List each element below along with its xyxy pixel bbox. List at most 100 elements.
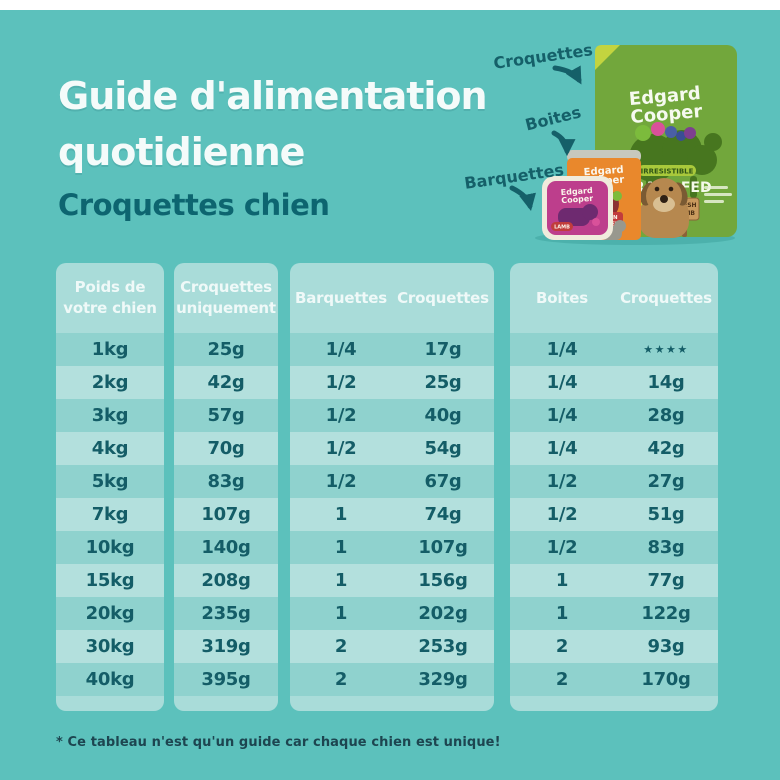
tray-group-header: Barquettes Croquettes xyxy=(290,263,494,333)
table-row: 4kg xyxy=(56,432,164,465)
kibble-only-rows: 25g 42g 57g 70g 83g 107g 140g 208g 235g 319g 395g xyxy=(174,333,278,696)
table-row: 1/4 42g xyxy=(510,432,718,465)
table-cell: 1/4 xyxy=(546,405,578,426)
table-cell: 1/2 xyxy=(325,405,357,426)
footnote: * Ce tableau n'est qu'un guide car chaqu… xyxy=(56,735,501,750)
product-illustration: Edgard Cooper IRRESISTIBLE GRASS-FED LAM… xyxy=(463,40,737,245)
table-cell: 42g xyxy=(207,372,245,393)
table-row: 20kg xyxy=(56,597,164,630)
table-cell: 1/4 xyxy=(546,339,578,360)
table-row: 70g xyxy=(174,432,278,465)
page-title-line1: Guide d'alimentation xyxy=(58,74,488,118)
table-row: 25g xyxy=(174,333,278,366)
table-row: 57g xyxy=(174,399,278,432)
table-cell: 1/4 xyxy=(546,438,578,459)
label-croquettes: Croquettes xyxy=(492,40,594,73)
table-row: 2 93g xyxy=(510,630,718,663)
table-row: 1 156g xyxy=(290,564,494,597)
table-cell: 1 xyxy=(555,603,569,624)
table-cell: 15kg xyxy=(85,570,135,591)
table-cell: 319g xyxy=(201,636,251,657)
table-cell: 2 xyxy=(334,669,348,690)
table-row: 319g xyxy=(174,630,278,663)
dog-illustration xyxy=(639,178,689,238)
table-row: 107g xyxy=(174,498,278,531)
table-cell: 4kg xyxy=(91,438,129,459)
table-cell: 1 xyxy=(555,570,569,591)
weight-column-rows: 1kg 2kg 3kg 4kg 5kg 7kg 10kg 15kg 20kg 30kg 40kg xyxy=(56,333,164,696)
table-cell: 395g xyxy=(201,669,251,690)
table-row: 140g xyxy=(174,531,278,564)
table-row: 1/4 28g xyxy=(510,399,718,432)
table-cell: 40kg xyxy=(85,669,135,690)
table-cell: 67g xyxy=(424,471,462,492)
table-cell: 28g xyxy=(647,405,685,426)
table-row: 1 107g xyxy=(290,531,494,564)
table-cell: 2 xyxy=(555,669,569,690)
table-cell: 1/2 xyxy=(325,438,357,459)
weight-column-panel: Poids de votre chien 1kg 2kg 3kg 4kg 5kg 7kg 1… xyxy=(56,263,164,711)
table-cell: 17g xyxy=(424,339,462,360)
bag-badge xyxy=(638,165,696,176)
table-row: 42g xyxy=(174,366,278,399)
tray-header-barquettes: Barquettes xyxy=(295,288,387,307)
tray-brand-line1: Edgard xyxy=(560,186,593,197)
table-cell: 57g xyxy=(207,405,245,426)
table-row: 1/2 27g xyxy=(510,465,718,498)
table-cell: 27g xyxy=(647,471,685,492)
table-cell: 1 xyxy=(334,537,348,558)
table-row: 1 74g xyxy=(290,498,494,531)
table-row: 1 122g xyxy=(510,597,718,630)
tray-flavor-label: LAMB xyxy=(554,225,570,231)
kibble-header-line1: Croquettes xyxy=(180,278,272,296)
table-cell: 2kg xyxy=(91,372,129,393)
table-cell: 170g xyxy=(641,669,691,690)
table-row: 83g xyxy=(174,465,278,498)
table-cell: 42g xyxy=(647,438,685,459)
table-cell: 83g xyxy=(207,471,245,492)
table-row: 1kg xyxy=(56,333,164,366)
table-row: 1 202g xyxy=(290,597,494,630)
top-white-border xyxy=(0,0,780,10)
table-row: 1 77g xyxy=(510,564,718,597)
table-row: 3kg xyxy=(56,399,164,432)
table-cell: 122g xyxy=(641,603,691,624)
table-cell: 51g xyxy=(647,504,685,525)
table-row: 1/4 14g xyxy=(510,366,718,399)
table-row: 1/2 40g xyxy=(290,399,494,432)
table-cell: 40g xyxy=(424,405,462,426)
table-cell: 1/2 xyxy=(546,537,578,558)
table-row: 2 329g xyxy=(290,663,494,696)
weight-header-line2: votre chien xyxy=(63,299,157,317)
table-row: 395g xyxy=(174,663,278,696)
page-title-line2: quotidienne xyxy=(58,130,305,174)
table-row: 1/2 51g xyxy=(510,498,718,531)
table-cell: 1/2 xyxy=(546,504,578,525)
table-cell: 1 xyxy=(334,504,348,525)
table-cell: 208g xyxy=(201,570,251,591)
table-cell: 74g xyxy=(424,504,462,525)
weight-header-line1: Poids de xyxy=(74,278,146,296)
table-cell: 25g xyxy=(424,372,462,393)
table-row: 7kg xyxy=(56,498,164,531)
table-row: 1/2 67g xyxy=(290,465,494,498)
label-boites: Boites xyxy=(523,102,583,134)
tray-header-croquettes: Croquettes xyxy=(397,288,489,307)
table-cell: 235g xyxy=(201,603,251,624)
tray-flavor-plate xyxy=(551,222,573,231)
table-cell: 25g xyxy=(207,339,245,360)
weight-column-header: Poids de votre chien xyxy=(56,263,164,333)
table-cell: ★★★★ xyxy=(643,343,689,356)
bag-badge-label: IRRESISTIBLE xyxy=(641,168,694,176)
table-cell: 1/2 xyxy=(546,471,578,492)
food-tray: Edgard Cooper LAMB xyxy=(542,176,613,240)
table-cell: 107g xyxy=(201,504,251,525)
table-row: 30kg xyxy=(56,630,164,663)
tray-brand-line2: Cooper xyxy=(561,194,594,205)
table-cell: 1 xyxy=(334,603,348,624)
can-group-header: Boites Croquettes xyxy=(510,263,718,333)
can-group-panel: Boites Croquettes 1/4 ★★★★ 1/4 14g 1/4 28g 1/4… xyxy=(510,263,718,711)
bag-fine-print xyxy=(704,186,732,203)
table-row: 1/4 ★★★★ xyxy=(510,333,718,366)
kibble-only-panel: Croquettes uniquement 25g 42g 57g 70g 83g 107… xyxy=(174,263,278,711)
